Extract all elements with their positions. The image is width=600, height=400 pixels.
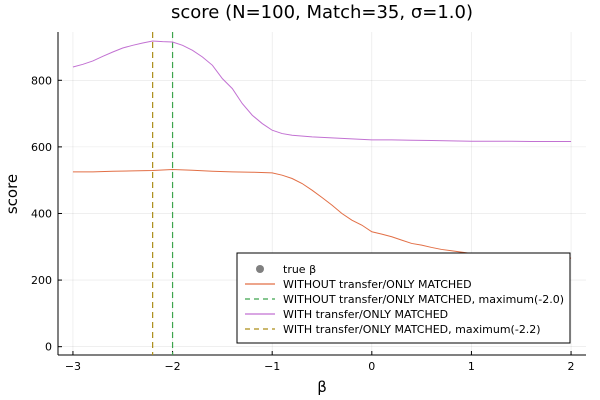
x-axis-label: β [317, 378, 327, 396]
y-axis-label: score [3, 174, 21, 214]
legend-entry: WITHOUT transfer/ONLY MATCHED, maximum(-… [283, 293, 564, 306]
x-tick-label: −3 [65, 360, 81, 373]
legend: true β WITHOUT transfer/ONLY MATCHED WITHO… [236, 252, 571, 344]
legend-box [236, 252, 571, 344]
legend-entry: true β [283, 263, 316, 276]
axes [57, 32, 586, 356]
x-tick-label: 2 [568, 360, 575, 373]
y-tick-label: 200 [31, 274, 52, 287]
legend-marker [256, 265, 264, 273]
x-tick-label: −1 [264, 360, 280, 373]
legend-entry: WITHOUT transfer/ONLY MATCHED [283, 278, 472, 291]
legend-entry: WITH transfer/ONLY MATCHED, maximum(-2.2… [283, 323, 541, 336]
x-tick-label: −2 [164, 360, 180, 373]
ticks: −3 −2 −1 0 1 2 0 200 400 600 800 [31, 74, 575, 373]
chart-title: score (N=100, Match=35, σ=1.0) [171, 2, 473, 23]
series-line-3 [72, 40, 572, 143]
y-tick-label: 400 [31, 207, 52, 220]
y-tick-label: 0 [45, 341, 52, 354]
y-tick-label: 800 [31, 74, 52, 87]
x-tick-label: 1 [468, 360, 475, 373]
legend-entry: WITH transfer/ONLY MATCHED [283, 308, 448, 321]
y-tick-label: 600 [31, 141, 52, 154]
grid [58, 32, 586, 355]
x-tick-label: 0 [368, 360, 375, 373]
